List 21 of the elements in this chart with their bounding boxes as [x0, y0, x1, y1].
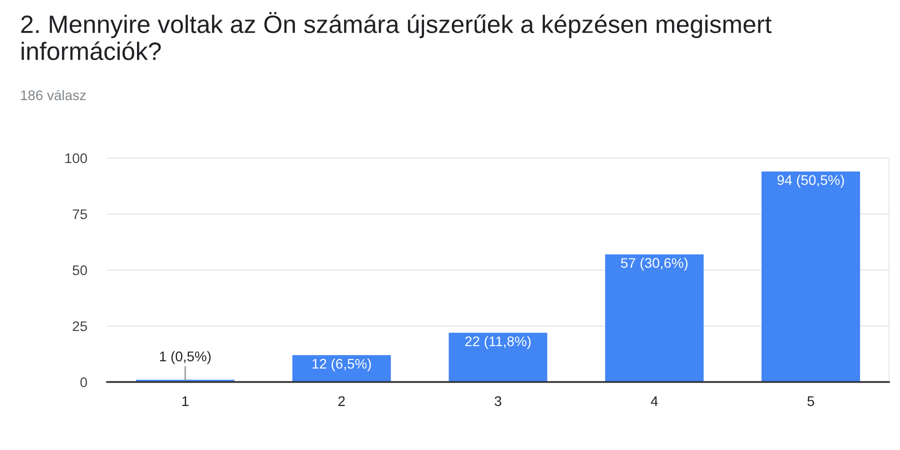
- chart-title: 2. Mennyire voltak az Ön számára újszerűek a képzésen megismert információk?: [21, 12, 772, 60]
- data-label: 94 (50,5%): [777, 174, 844, 188]
- y-tick-label: 100: [65, 153, 88, 164]
- data-label: 22 (11,8%): [465, 336, 531, 350]
- bar: [448, 332, 548, 382]
- data-label: 12 (6,5%): [312, 358, 371, 372]
- x-tick-label: 5: [807, 396, 814, 406]
- x-tick-label: 3: [494, 396, 502, 406]
- x-tick-label: 1: [182, 396, 188, 406]
- x-tick-label: 4: [650, 396, 658, 406]
- y-tick-label: 25: [72, 321, 87, 332]
- data-label: 57 (30,6%): [620, 258, 688, 271]
- data-label: 1 (0,5%): [160, 351, 211, 364]
- y-tick-label: 75: [72, 209, 87, 220]
- x-tick-label: 2: [338, 396, 345, 406]
- bar: [605, 254, 704, 382]
- chart-subtitle: 186 válasz: [21, 90, 86, 100]
- bar: [762, 171, 860, 382]
- bar: [292, 355, 391, 382]
- y-tick-label: 50: [72, 265, 88, 276]
- y-tick-label: 0: [80, 377, 88, 388]
